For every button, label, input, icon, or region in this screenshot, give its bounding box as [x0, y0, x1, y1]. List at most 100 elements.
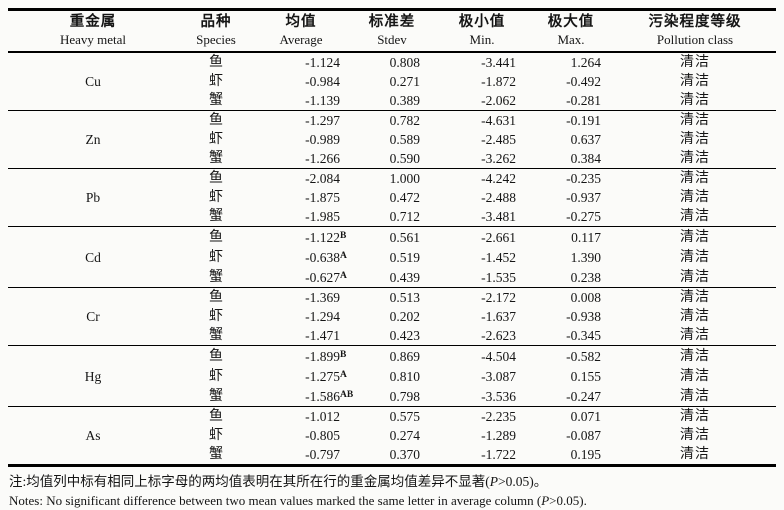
pollution-class-cell: 清洁: [614, 445, 776, 466]
pollution-class-cell: 清洁: [680, 190, 710, 205]
stdev-cell: 0.590: [348, 149, 436, 169]
col-header-species: 品种 Species: [178, 9, 254, 53]
table-row: Pb 鱼 -2.084 1.000 -4.242 -0.235 清洁: [8, 168, 776, 227]
pollution-class-cell: 清洁: [614, 149, 776, 169]
average-cell: -1.985: [254, 207, 348, 227]
col-header-average-en: Average: [279, 32, 323, 47]
stdev-cell: 0.202: [389, 309, 420, 324]
min-cell: -2.623: [436, 326, 528, 346]
average-value: -1.122: [305, 230, 340, 245]
note-en-text: Notes: No significant difference between…: [9, 493, 542, 508]
average-cell: -1.875: [254, 188, 348, 207]
col-header-heavy-metal-zh: 重金属: [69, 14, 117, 30]
metal-cell: Cd: [8, 226, 178, 288]
max-cell: 1.264: [570, 55, 601, 70]
note-zh-text: 注:均值列中标有相同上标字母的两均值表明在其所在行的重金属均值差异不显著(: [9, 474, 490, 489]
max-cell: -0.582: [566, 348, 601, 364]
pollution-class-cell: 清洁: [680, 249, 710, 265]
col-header-min-en: Min.: [469, 32, 495, 47]
col-header-stdev-zh: 标准差: [368, 14, 416, 30]
col-header-pollution-class-en: Pollution class: [656, 32, 734, 47]
col-header-max-en: Max.: [557, 32, 585, 47]
average-cell: -0.989: [254, 130, 348, 149]
stdev-cell: 0.782: [389, 113, 420, 128]
average-value: -2.084: [305, 171, 340, 186]
max-cell: 0.238: [528, 267, 614, 288]
table-row: 虾 -0.984 0.271 -1.872 -0.492 清洁: [8, 72, 776, 91]
average-value: -0.638: [305, 250, 340, 265]
max-cell: -0.247: [528, 386, 614, 407]
species-cell: 蟹: [178, 267, 254, 288]
min-cell: -3.441: [481, 55, 516, 70]
species-cell: 虾: [209, 368, 223, 384]
average-cell: -1.266: [254, 149, 348, 169]
note-zh: 注:均值列中标有相同上标字母的两均值表明在其所在行的重金属均值差异不显著(P>0…: [9, 472, 776, 491]
average-cell: -1.275A: [305, 369, 347, 384]
average-value: -0.627: [305, 270, 340, 285]
note-zh-tail: >0.05)。: [498, 474, 548, 489]
average-value: -1.294: [305, 309, 340, 324]
min-cell: -2.485: [481, 132, 516, 147]
min-cell: -4.631: [481, 113, 516, 128]
col-header-average-zh: 均值: [285, 14, 317, 30]
stdev-cell: 0.869: [389, 348, 420, 364]
col-header-stdev-en: Stdev: [377, 32, 407, 47]
stdev-cell: 0.472: [389, 190, 420, 205]
min-cell: -1.722: [436, 445, 528, 466]
metal-cell: Pb: [8, 168, 178, 227]
col-header-stdev: 标准差 Stdev: [348, 9, 436, 53]
col-header-max-zh: 极大值: [547, 14, 595, 30]
col-header-pollution-class: 污染程度等级 Pollution class: [614, 9, 776, 53]
average-cell: -1.297: [254, 111, 348, 131]
table-row: 蟹 -1.586AB 0.798 -3.536 -0.247 清洁: [8, 386, 776, 407]
average-cell: -1.139: [254, 91, 348, 111]
species-cell: 蟹: [178, 149, 254, 169]
col-header-species-en: Species: [196, 32, 236, 47]
average-cell: -1.122B: [305, 230, 347, 245]
average-cell: -1.369: [254, 288, 348, 308]
average-cell: -1.899B: [305, 349, 347, 364]
pollution-class-cell: 清洁: [680, 74, 710, 89]
pollution-class-cell: 清洁: [680, 290, 710, 305]
metal-cell: Cu: [8, 52, 178, 111]
table-row: 虾 -0.638A 0.519 -1.452 1.390 清洁: [8, 247, 776, 267]
pollution-class-cell: 清洁: [614, 207, 776, 227]
pollution-class-cell: 清洁: [614, 326, 776, 346]
pollution-class-cell: 清洁: [680, 132, 710, 147]
average-value: -1.985: [305, 209, 340, 224]
table-row: 虾 -1.294 0.202 -1.637 -0.938 清洁: [8, 307, 776, 326]
metal-cell: As: [8, 406, 178, 466]
table-row: 虾 -0.989 0.589 -2.485 0.637 清洁: [8, 130, 776, 149]
stdev-cell: 0.513: [389, 290, 420, 305]
species-cell: 蟹: [178, 386, 254, 407]
table-notes: 注:均值列中标有相同上标字母的两均值表明在其所在行的重金属均值差异不显著(P>0…: [8, 467, 776, 510]
pollution-class-cell: 清洁: [680, 348, 710, 364]
species-cell: 鱼: [209, 229, 223, 245]
table-row: 蟹 -1.139 0.389 -2.062 -0.281 清洁: [8, 91, 776, 111]
table-row: Cr 鱼 -1.369 0.513 -2.172 0.008 清洁: [8, 287, 776, 346]
max-cell: 0.071: [570, 409, 601, 424]
min-cell: -4.242: [481, 171, 516, 186]
table-row: 蟹 -0.627A 0.439 -1.535 0.238 清洁: [8, 267, 776, 288]
max-cell: 0.008: [570, 290, 601, 305]
average-cell: -1.586AB: [254, 386, 353, 407]
average-cell: -0.984: [254, 72, 348, 91]
average-cell: -2.084: [254, 169, 348, 189]
species-cell: 虾: [209, 132, 223, 147]
pollution-class-cell: 清洁: [614, 386, 776, 407]
species-cell: 蟹: [178, 326, 254, 346]
stdev-cell: 0.712: [348, 207, 436, 227]
max-cell: -0.937: [566, 190, 601, 205]
average-cell: -0.797: [254, 445, 348, 466]
col-header-species-zh: 品种: [200, 14, 232, 30]
min-cell: -1.452: [481, 249, 516, 265]
stdev-cell: 0.798: [348, 386, 436, 407]
min-cell: -3.536: [436, 386, 528, 407]
metal-cell: Zn: [8, 110, 178, 169]
max-cell: -0.191: [566, 113, 601, 128]
stdev-cell: 0.808: [389, 55, 420, 70]
min-cell: -2.661: [481, 229, 516, 245]
max-cell: 1.390: [570, 249, 601, 265]
min-cell: -3.262: [436, 149, 528, 169]
